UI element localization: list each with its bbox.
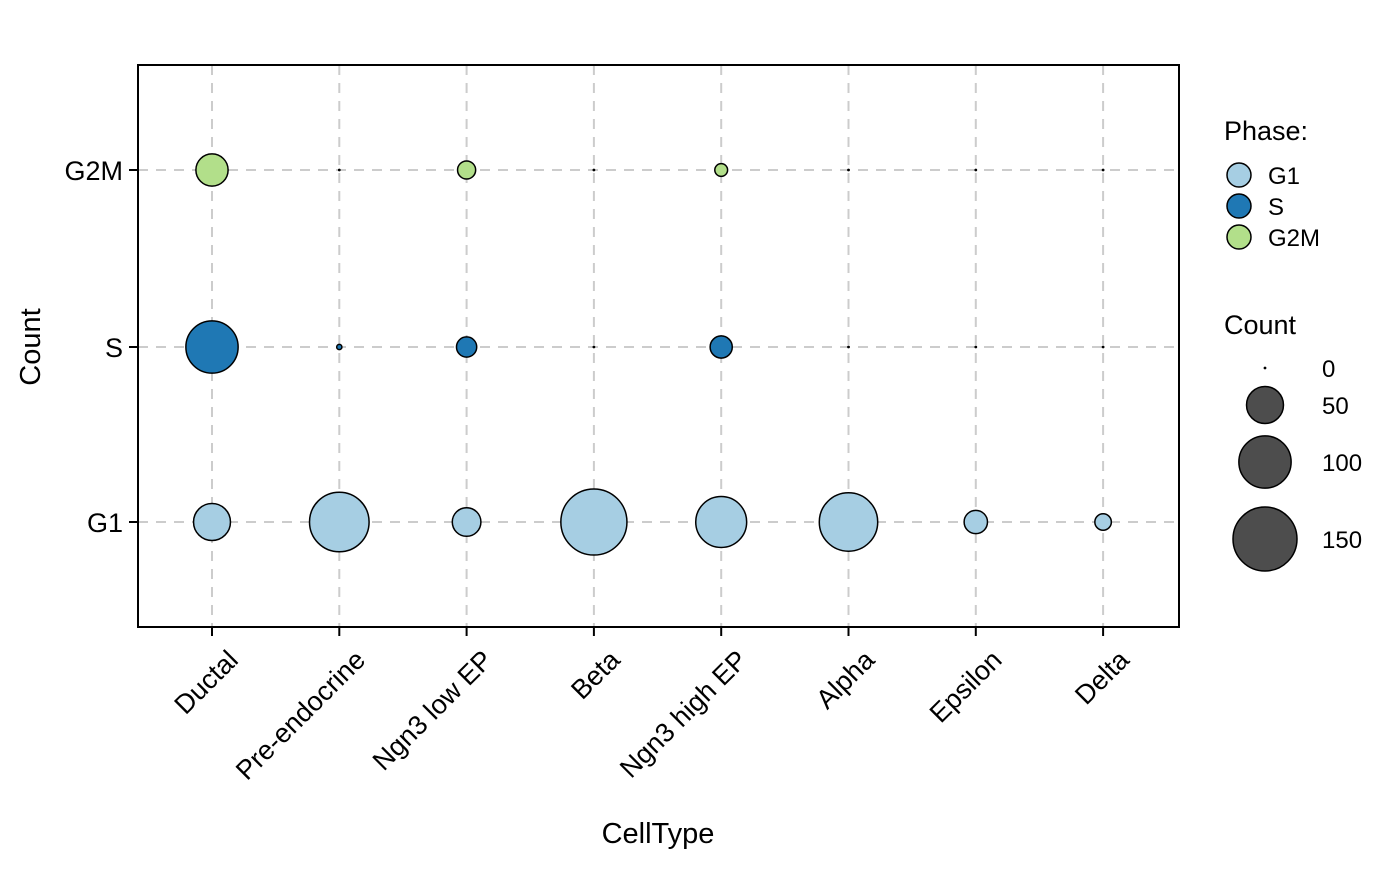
point-g2m-ngn3-low-ep (456, 160, 477, 180)
legend-size-title: Count (1224, 310, 1297, 340)
point-g1-beta (560, 488, 628, 556)
legend-size-label-100: 100 (1322, 450, 1362, 477)
legend-phase-title: Phase: (1224, 116, 1308, 146)
y-tick-label-g2m: G2M (64, 156, 123, 186)
legend-label-g1: G1 (1268, 163, 1300, 190)
point-g1-ductal (192, 502, 232, 542)
x-tick-label-epsilon: Epsilon (924, 645, 1008, 729)
point-s-ngn3-low-ep (455, 336, 478, 358)
point-s-epsilon (974, 345, 978, 349)
point-g2m-ductal (195, 153, 229, 187)
legend-size-label-0: 0 (1322, 356, 1335, 383)
point-g2m-delta (1101, 168, 1105, 172)
point-g1-pre-endocrine (308, 491, 370, 553)
x-tick-label-pre-endocrine: Pre-endocrine (230, 645, 371, 786)
legend-key-s (1226, 193, 1252, 219)
x-axis-title: CellType (602, 818, 715, 850)
legend-key-g2m (1226, 224, 1252, 250)
legend-size-label-50: 50 (1322, 393, 1349, 420)
point-layer (185, 153, 1113, 556)
legend: Phase: Count G1 S G2M 0 50 100 150 (1224, 116, 1362, 572)
grid-layer (138, 65, 1179, 627)
point-s-alpha (847, 345, 850, 349)
x-tick-label-delta: Delta (1069, 644, 1135, 710)
point-g2m-beta (592, 168, 596, 172)
point-g1-ngn3-high-ep (694, 495, 748, 549)
point-s-ductal (185, 320, 239, 374)
legend-size-label-150: 150 (1322, 527, 1362, 554)
legend-label-s: S (1268, 194, 1284, 221)
x-tick-label-beta: Beta (565, 644, 626, 705)
point-g1-alpha (818, 492, 879, 552)
y-tick-label-g1: G1 (87, 508, 123, 538)
legend-size-key-50 (1245, 385, 1285, 425)
point-g2m-pre-endocrine (337, 168, 341, 172)
legend-key-g1 (1226, 162, 1252, 188)
point-g1-ngn3-low-ep (451, 506, 482, 538)
legend-size-key-100 (1238, 435, 1292, 489)
point-s-pre-endocrine (335, 343, 343, 351)
point-g1-epsilon (963, 509, 989, 535)
point-s-delta (1101, 345, 1105, 349)
legend-size-key-0 (1263, 366, 1267, 370)
legend-size-key-150 (1232, 506, 1298, 572)
y-axis-title: Count (15, 308, 47, 385)
point-g2m-ngn3-high-ep (714, 162, 729, 178)
point-s-beta (592, 345, 596, 349)
point-s-ngn3-high-ep (709, 335, 734, 359)
x-tick-label-ductal: Ductal (168, 645, 243, 720)
x-tick-label-ngn3-low-ep: Ngn3 low EP (367, 645, 499, 777)
x-tick-label-alpha: Alpha (810, 644, 881, 715)
legend-label-g2m: G2M (1268, 225, 1320, 252)
point-g2m-epsilon (974, 168, 978, 172)
x-tick-label-ngn3-high-ep: Ngn3 high EP (614, 645, 753, 784)
point-g2m-alpha (847, 168, 850, 172)
y-tick-label-s: S (105, 333, 123, 363)
point-g1-delta (1094, 512, 1113, 532)
